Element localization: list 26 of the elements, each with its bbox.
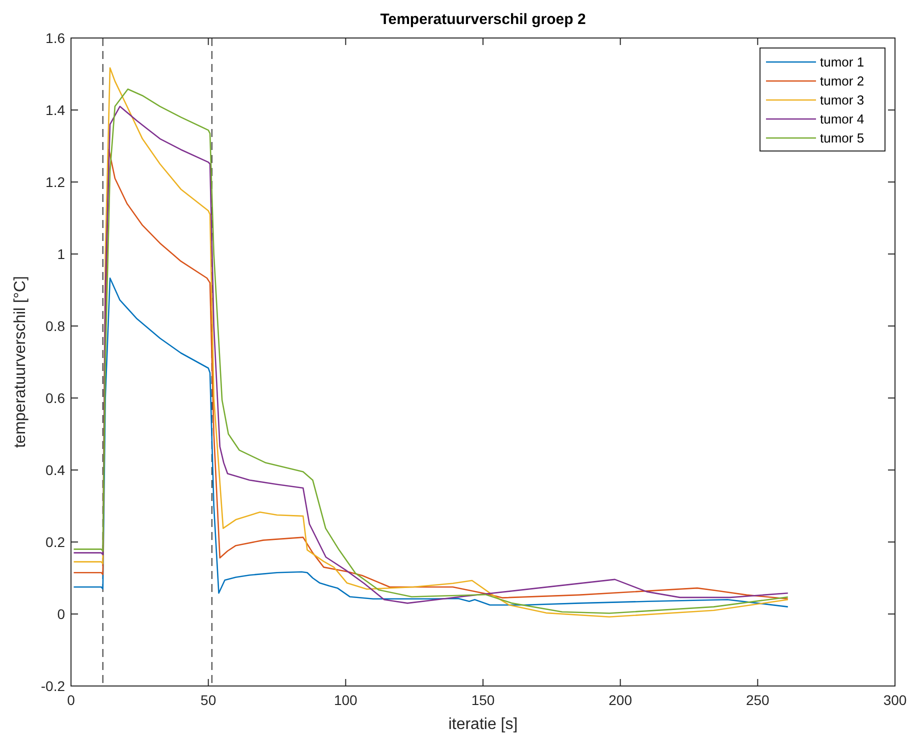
y-tick-label: 1.6 bbox=[46, 30, 66, 46]
chart-title: Temperatuurverschil groep 2 bbox=[380, 11, 586, 28]
legend-label: tumor 1 bbox=[820, 54, 864, 70]
y-tick-label: 0.2 bbox=[46, 534, 66, 550]
y-tick-label: 1 bbox=[57, 246, 66, 262]
legend-label: tumor 3 bbox=[820, 92, 864, 108]
y-tick-label: 0 bbox=[57, 606, 66, 622]
x-tick-label: 50 bbox=[200, 692, 216, 708]
legend-label: tumor 4 bbox=[820, 112, 864, 127]
y-tick-label: -0.2 bbox=[40, 678, 66, 694]
x-tick-label: 0 bbox=[67, 692, 76, 708]
y-axis-title: temperatuurverschil [°C] bbox=[12, 276, 29, 448]
y-tick-label: 0.4 bbox=[46, 462, 66, 478]
y-tick-label: 0.8 bbox=[46, 318, 66, 334]
x-tick-label: 300 bbox=[883, 692, 907, 708]
y-tick-label: 1.4 bbox=[46, 102, 66, 118]
x-tick-label: 100 bbox=[334, 692, 358, 708]
line-series bbox=[73, 277, 789, 608]
y-tick-label: 1.2 bbox=[46, 174, 66, 190]
x-tick-label: 150 bbox=[471, 692, 495, 708]
x-tick-label: 250 bbox=[746, 692, 770, 708]
legend-label: tumor 2 bbox=[820, 74, 864, 89]
x-axis-title: iteratie [s] bbox=[448, 716, 518, 733]
legend-label: tumor 5 bbox=[820, 130, 864, 146]
x-tick-label: 200 bbox=[608, 692, 632, 708]
y-tick-label: 0.6 bbox=[46, 390, 66, 406]
